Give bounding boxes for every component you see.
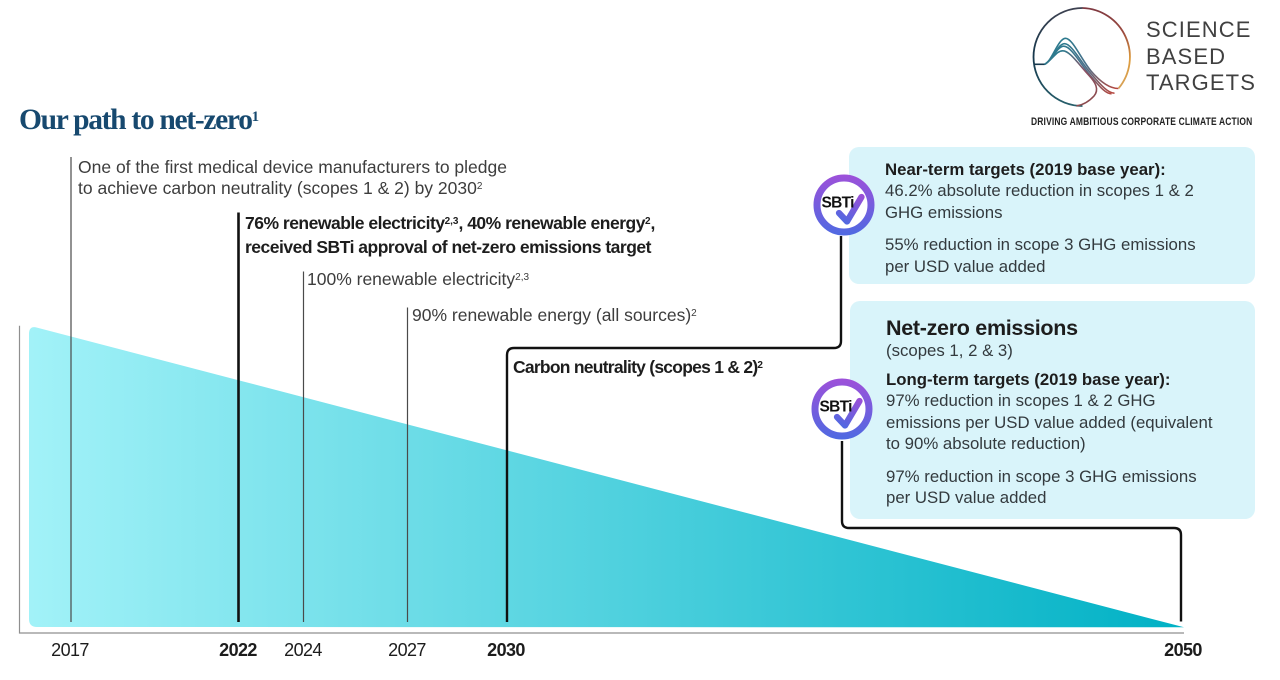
svg-text:SBTi: SBTi xyxy=(822,195,855,212)
svg-text:SBTi: SBTi xyxy=(820,399,853,416)
